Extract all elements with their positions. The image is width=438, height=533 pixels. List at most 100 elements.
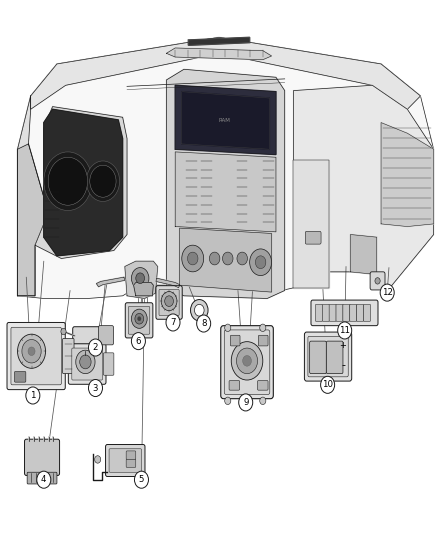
Polygon shape	[182, 92, 269, 149]
FancyBboxPatch shape	[336, 304, 343, 321]
Circle shape	[28, 347, 35, 356]
Circle shape	[375, 278, 380, 284]
Text: 11: 11	[339, 326, 350, 335]
Circle shape	[321, 376, 335, 393]
FancyBboxPatch shape	[109, 449, 141, 472]
FancyBboxPatch shape	[128, 306, 150, 334]
Text: 9: 9	[243, 398, 248, 407]
Circle shape	[86, 161, 120, 201]
Circle shape	[80, 355, 91, 369]
Circle shape	[61, 328, 66, 335]
Circle shape	[239, 394, 253, 411]
FancyBboxPatch shape	[315, 304, 322, 321]
Circle shape	[380, 284, 394, 301]
Circle shape	[231, 342, 263, 380]
FancyBboxPatch shape	[125, 303, 153, 338]
Polygon shape	[350, 235, 377, 274]
Polygon shape	[44, 109, 123, 256]
Circle shape	[250, 249, 272, 276]
Circle shape	[197, 315, 211, 332]
Circle shape	[131, 333, 145, 350]
FancyBboxPatch shape	[357, 304, 364, 321]
FancyBboxPatch shape	[25, 439, 60, 475]
FancyBboxPatch shape	[156, 286, 182, 319]
FancyBboxPatch shape	[258, 381, 268, 390]
FancyBboxPatch shape	[370, 272, 385, 290]
Circle shape	[22, 340, 41, 363]
Polygon shape	[125, 261, 158, 298]
Circle shape	[134, 471, 148, 488]
Circle shape	[260, 397, 266, 405]
Circle shape	[37, 471, 51, 488]
Polygon shape	[31, 37, 420, 109]
Text: 7: 7	[170, 318, 176, 327]
Circle shape	[338, 322, 352, 339]
Polygon shape	[175, 85, 276, 155]
Text: RAM: RAM	[219, 118, 231, 124]
FancyBboxPatch shape	[258, 335, 268, 346]
FancyBboxPatch shape	[329, 304, 336, 321]
FancyBboxPatch shape	[159, 289, 179, 316]
Circle shape	[88, 339, 102, 356]
FancyBboxPatch shape	[68, 344, 106, 384]
Circle shape	[223, 252, 233, 265]
Polygon shape	[18, 144, 44, 296]
FancyBboxPatch shape	[14, 372, 26, 382]
Text: 10: 10	[322, 381, 333, 389]
Text: 4: 4	[41, 475, 46, 484]
Circle shape	[209, 252, 220, 265]
FancyBboxPatch shape	[103, 353, 114, 375]
Circle shape	[135, 313, 144, 324]
Text: -: -	[341, 360, 345, 370]
Polygon shape	[166, 48, 272, 60]
Circle shape	[225, 397, 231, 405]
Text: 1: 1	[30, 391, 35, 400]
FancyBboxPatch shape	[72, 348, 102, 380]
Text: 2: 2	[93, 343, 98, 352]
Polygon shape	[96, 277, 125, 287]
FancyBboxPatch shape	[221, 326, 273, 399]
Polygon shape	[31, 37, 420, 109]
Circle shape	[90, 165, 116, 197]
FancyBboxPatch shape	[308, 336, 348, 377]
Polygon shape	[381, 123, 434, 227]
Text: 6: 6	[136, 337, 141, 345]
FancyBboxPatch shape	[310, 341, 326, 374]
Polygon shape	[175, 152, 276, 232]
FancyBboxPatch shape	[343, 304, 350, 321]
Circle shape	[191, 300, 208, 321]
Circle shape	[44, 152, 92, 211]
Circle shape	[88, 379, 102, 397]
Polygon shape	[188, 37, 250, 45]
FancyBboxPatch shape	[305, 231, 321, 244]
Polygon shape	[18, 96, 44, 296]
Circle shape	[131, 268, 149, 289]
Polygon shape	[293, 160, 328, 288]
FancyBboxPatch shape	[7, 322, 65, 390]
Polygon shape	[156, 278, 180, 288]
FancyBboxPatch shape	[106, 445, 145, 477]
Circle shape	[138, 317, 141, 321]
FancyBboxPatch shape	[11, 327, 61, 385]
Text: +: +	[339, 341, 346, 350]
Circle shape	[131, 309, 147, 328]
Circle shape	[237, 348, 258, 374]
Circle shape	[187, 252, 198, 265]
Circle shape	[194, 304, 204, 316]
FancyBboxPatch shape	[27, 472, 57, 484]
Polygon shape	[166, 69, 285, 298]
Polygon shape	[35, 107, 127, 259]
Text: 8: 8	[201, 319, 206, 328]
FancyBboxPatch shape	[126, 459, 136, 467]
FancyBboxPatch shape	[304, 332, 352, 381]
FancyBboxPatch shape	[99, 326, 113, 345]
Text: 12: 12	[381, 288, 393, 297]
FancyBboxPatch shape	[126, 451, 136, 459]
Circle shape	[48, 157, 88, 205]
Circle shape	[136, 273, 145, 284]
Text: 5: 5	[139, 475, 144, 484]
FancyBboxPatch shape	[350, 304, 357, 321]
Circle shape	[243, 356, 251, 366]
Circle shape	[161, 292, 177, 311]
FancyBboxPatch shape	[364, 304, 371, 321]
